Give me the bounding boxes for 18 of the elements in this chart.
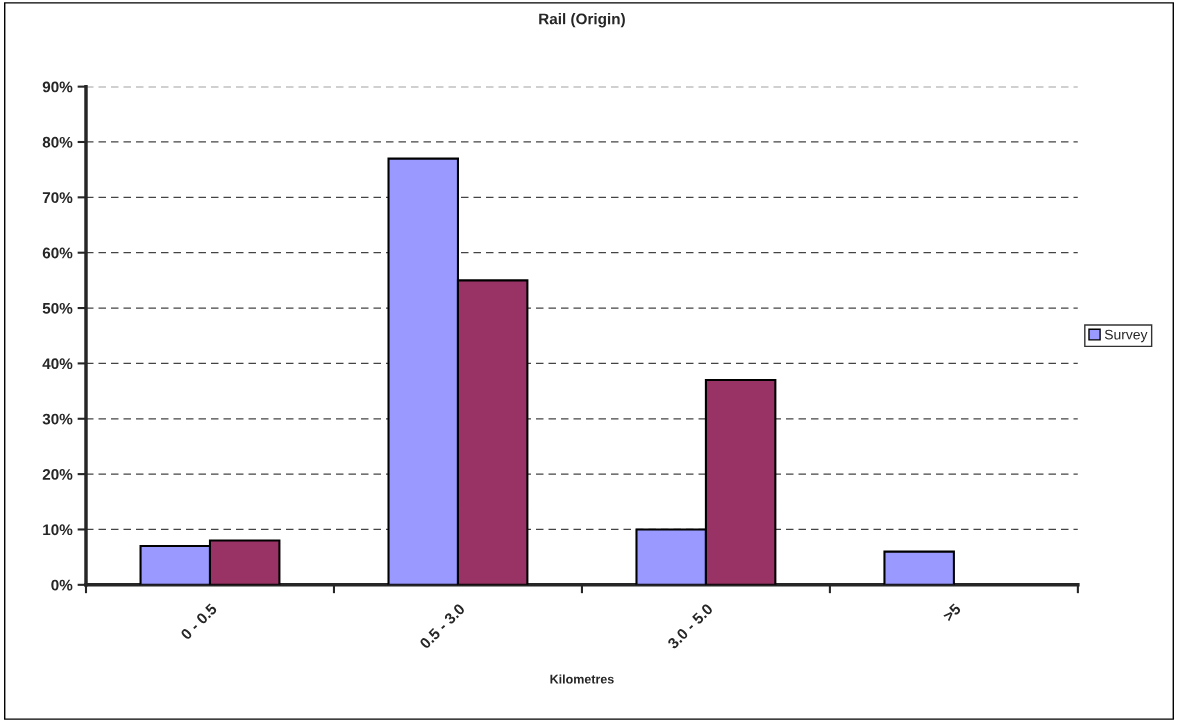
x-tick-label: 0.5 - 3.0 [419, 602, 466, 650]
legend-label: Survey [1104, 329, 1148, 343]
x-axis-title: Kilometres [550, 674, 614, 684]
y-tick-label: 70% [42, 192, 73, 204]
y-tick-label: 90% [42, 81, 73, 93]
y-tick-label: 10% [43, 524, 73, 536]
y-tick-label: 60% [42, 247, 73, 259]
y-tick-label: 40% [42, 358, 73, 370]
y-tick-label: 0% [51, 579, 73, 591]
y-tick-label: 20% [42, 468, 73, 480]
bar [883, 550, 955, 585]
x-tick-label: 0 - 0.5 [180, 602, 218, 641]
y-tick-label: 50% [42, 302, 73, 314]
y-tick-label: 80% [42, 136, 73, 148]
y-tick-label: 30% [42, 413, 73, 425]
x-tick-label: >5 [942, 602, 962, 623]
chart-title: Rail (Origin) [539, 13, 625, 28]
x-tick-label: 3.0 - 5.0 [666, 602, 714, 650]
